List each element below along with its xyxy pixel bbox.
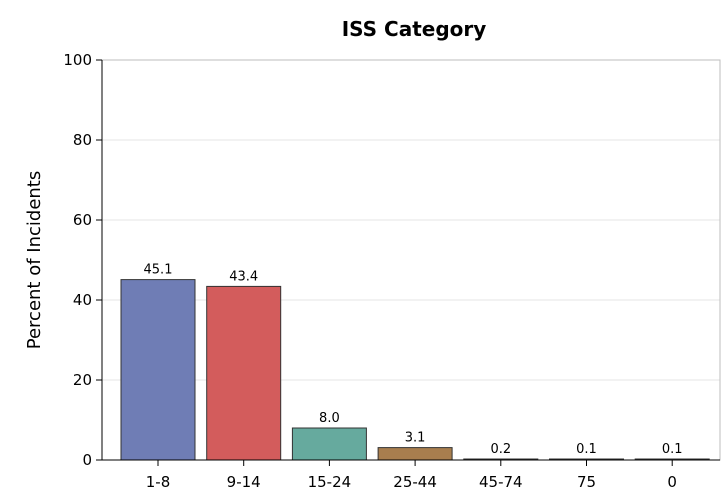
x-tick-label-25-44: 25-44: [393, 473, 437, 491]
x-tick-label-75: 75: [577, 473, 596, 491]
bar-25-44: [377, 447, 453, 461]
data-label-15-24: 8.0: [319, 411, 340, 426]
bar-9-14: [206, 285, 282, 461]
x-tick-label-1-8: 1-8: [146, 473, 171, 491]
x-tick-label-15-24: 15-24: [308, 473, 352, 491]
y-tick-label-0: 0: [82, 451, 92, 469]
bar-15-24: [291, 427, 367, 461]
data-label-25-44: 3.1: [405, 431, 426, 446]
chart-title: ISS Category: [342, 17, 487, 41]
x-tick-label-0: 0: [667, 473, 677, 491]
x-tick-label-45-74: 45-74: [479, 473, 523, 491]
data-label-1-8: 45.1: [144, 263, 173, 278]
x-tick-label-9-14: 9-14: [227, 473, 261, 491]
data-label-75: 0.1: [576, 442, 597, 457]
y-tick-label-20: 20: [73, 371, 92, 389]
y-tick-label-60: 60: [73, 211, 92, 229]
y-tick-label-40: 40: [73, 291, 92, 309]
y-tick-label-80: 80: [73, 131, 92, 149]
bar-1-8: [120, 279, 196, 461]
data-label-0: 0.1: [662, 442, 683, 457]
data-labels: 45.1 43.4 8.0 3.1 0.2 0.1 0.1: [144, 263, 683, 457]
y-axis-label: Percent of Incidents: [24, 171, 45, 349]
data-label-45-74: 0.2: [490, 442, 511, 457]
data-label-9-14: 43.4: [229, 269, 258, 284]
y-axis: 0 20 40 60 80 100: [63, 51, 103, 469]
y-tick-label-100: 100: [63, 51, 92, 69]
x-axis: 1-8 9-14 15-24 25-44 45-74 75 0: [102, 459, 720, 491]
